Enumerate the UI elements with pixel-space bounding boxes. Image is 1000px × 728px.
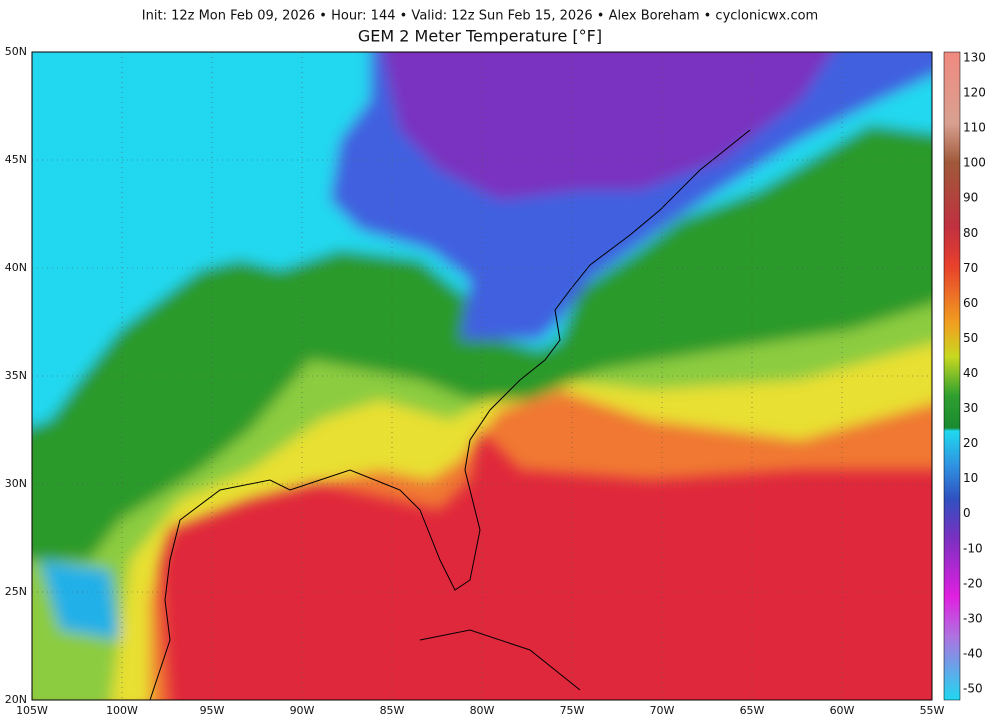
lon-label: 75W xyxy=(560,704,585,717)
lon-label: 90W xyxy=(290,704,315,717)
lon-label: 55W xyxy=(920,704,945,717)
lon-label: 95W xyxy=(200,704,225,717)
lat-label: 45N xyxy=(5,153,27,166)
header-info: Init: 12z Mon Feb 09, 2026 • Hour: 144 •… xyxy=(142,9,818,24)
map-title: GEM 2 Meter Temperature [°F] xyxy=(358,27,602,46)
colorbar-label: 120 xyxy=(963,86,986,100)
colorbar-label: 100 xyxy=(963,156,986,170)
lat-label: 50N xyxy=(5,45,27,58)
lon-label: 100W xyxy=(106,704,138,717)
cuba-outline xyxy=(419,629,581,691)
lat-label: 20N xyxy=(5,693,27,706)
labels: 105W 100W 95W 90W 85W 80W 75W 70W 65W 60W 55W 50N 45… xyxy=(5,45,986,717)
map-frame xyxy=(31,51,933,701)
colorbar-label: -20 xyxy=(963,576,983,590)
colorbar xyxy=(943,51,961,701)
colorbar-label: 20 xyxy=(963,436,978,450)
lon-label: 70W xyxy=(650,704,675,717)
lon-label: 65W xyxy=(740,704,765,717)
colorbar-label: 50 xyxy=(963,331,978,345)
colorbar-label: -30 xyxy=(963,611,983,625)
coastline xyxy=(149,129,751,700)
lat-label: 35N xyxy=(5,369,27,382)
colorbar-label: 0 xyxy=(963,506,971,520)
lat-label: 40N xyxy=(5,261,27,274)
colorbar-label: 30 xyxy=(963,401,978,415)
colorbar-label: -40 xyxy=(963,646,983,660)
colorbar-label: 80 xyxy=(963,226,978,240)
lon-label: 85W xyxy=(380,704,405,717)
temperature-field xyxy=(32,52,932,700)
colorbar-label: 90 xyxy=(963,191,978,205)
colorbar-label: 40 xyxy=(963,366,978,380)
colorbar-label: 110 xyxy=(963,121,986,135)
colorbar-label: -50 xyxy=(963,682,983,696)
lat-label: 30N xyxy=(5,477,27,490)
graticule xyxy=(32,52,932,700)
colorbar-label: 60 xyxy=(963,296,978,310)
colorbar-label: 10 xyxy=(963,471,978,485)
lat-label: 25N xyxy=(5,585,27,598)
lon-label: 60W xyxy=(830,704,855,717)
colorbar-label: 70 xyxy=(963,261,978,275)
colorbar-label: 130 xyxy=(963,51,986,65)
lon-label: 80W xyxy=(470,704,495,717)
colorbar-label: -10 xyxy=(963,541,983,555)
lon-label: 105W xyxy=(16,704,48,717)
